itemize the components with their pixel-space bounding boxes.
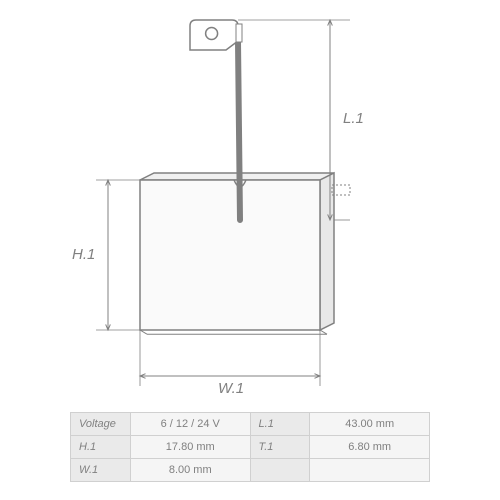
spec-key xyxy=(250,459,310,482)
table-row: Voltage6 / 12 / 24 VL.143.00 mm xyxy=(71,413,430,436)
spec-val xyxy=(310,459,430,482)
label-h1: H.1 xyxy=(72,246,95,263)
spec-key: Voltage xyxy=(71,413,131,436)
spec-val: 43.00 mm xyxy=(310,413,430,436)
spec-val: 17.80 mm xyxy=(130,436,250,459)
table-row: W.18.00 mm xyxy=(71,459,430,482)
spec-val: 8.00 mm xyxy=(130,459,250,482)
spec-key: L.1 xyxy=(250,413,310,436)
table-row: H.117.80 mmT.16.80 mm xyxy=(71,436,430,459)
spec-key: H.1 xyxy=(71,436,131,459)
spec-key: T.1 xyxy=(250,436,310,459)
spec-key: W.1 xyxy=(71,459,131,482)
label-l1: L.1 xyxy=(343,110,364,127)
spec-table: Voltage6 / 12 / 24 VL.143.00 mmH.117.80 … xyxy=(70,412,430,482)
spec-val: 6 / 12 / 24 V xyxy=(130,413,250,436)
label-w1: W.1 xyxy=(218,380,244,397)
spec-val: 6.80 mm xyxy=(310,436,430,459)
